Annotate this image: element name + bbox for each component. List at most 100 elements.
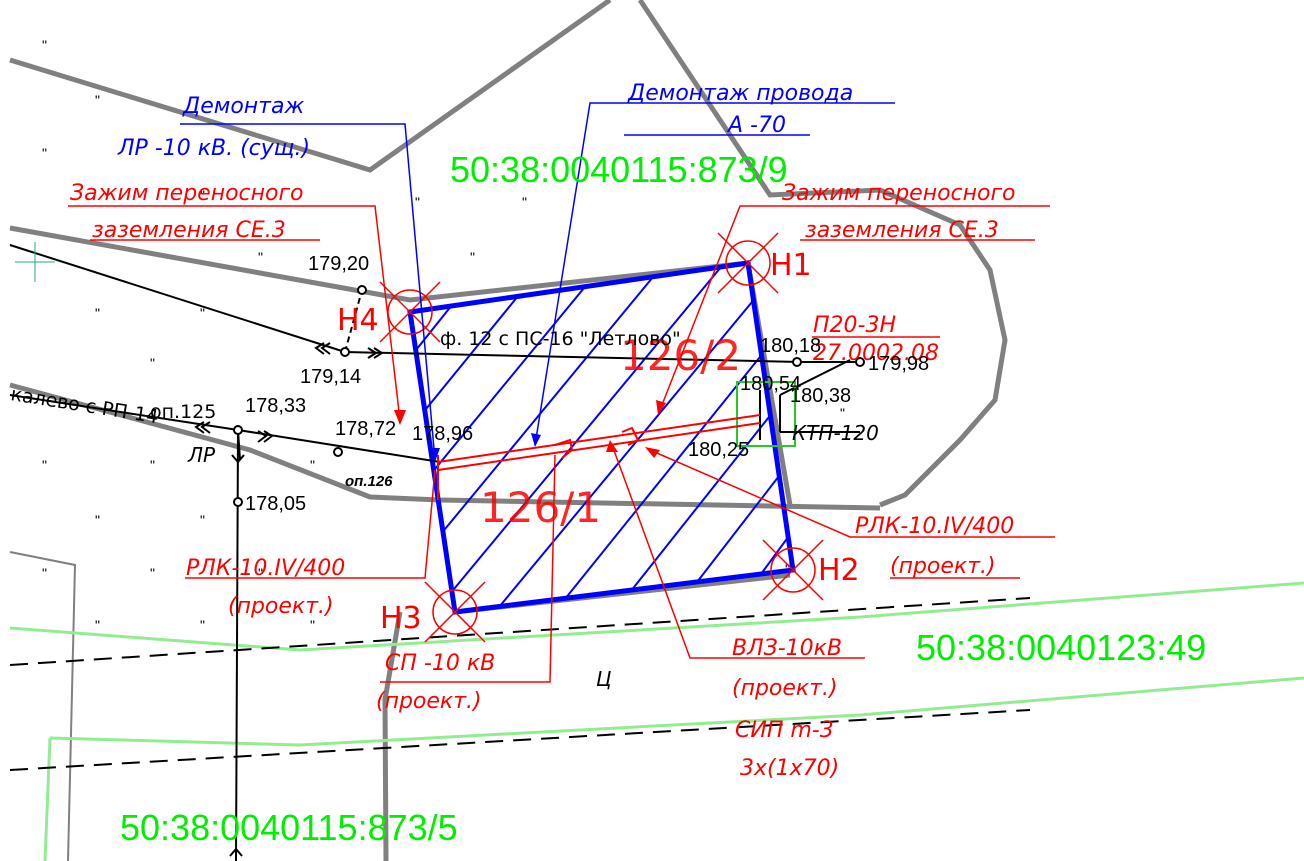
label-lr: ЛР: [187, 443, 216, 467]
label-ktp: КТП-120: [792, 421, 879, 445]
label-line-f12: ф. 12 с ПС-16 "Летлово": [440, 328, 681, 350]
support-179-20: [357, 285, 367, 295]
leader-sp: [380, 454, 556, 683]
cadastral-number-right: 50:38:0040123:49: [916, 627, 1206, 668]
svg-text:": ": [95, 617, 100, 633]
svg-text:": ": [200, 617, 205, 633]
node-n1-marker: [717, 232, 779, 294]
support-points: [233, 285, 865, 507]
svg-text:": ": [522, 194, 527, 210]
annotation-rlk-right-line1: РЛК-10.IV/400: [855, 514, 1014, 539]
support-180-18: [792, 357, 802, 367]
svg-text:": ": [150, 565, 155, 581]
ktp-box: [736, 381, 796, 447]
annotation-clamp-right-line2: заземления СЕ.3: [805, 218, 999, 243]
elevation-179-98: 179,98: [868, 353, 929, 375]
leader-clamp-right: [659, 205, 1050, 411]
red-leaders: [68, 205, 1055, 683]
green-boundary-lower: [49, 676, 1304, 747]
elevation-180-25: 180,25: [688, 439, 749, 461]
svg-text:": ": [150, 355, 155, 371]
elevation-178-96: 178,96: [412, 423, 473, 445]
annotation-dismantle-lr-line1: Демонтаж: [182, 94, 304, 119]
boundary-top-right: [637, 0, 1008, 508]
svg-text:": ": [95, 92, 100, 108]
cadastral-boundaries: [9, 581, 1304, 861]
elevation-178-72: 178,72: [335, 418, 396, 440]
annotation-dismantle-lr-line2: ЛР -10 кВ. (сущ.): [117, 136, 310, 161]
cadastral-number-bottom: 50:38:0040115:873/5: [120, 807, 458, 848]
support-179-98: [855, 357, 865, 367]
svg-text:": ": [470, 249, 475, 265]
boundary-vertical: [382, 611, 403, 861]
elevation-180-54: 180,54: [740, 373, 801, 395]
area-label-upper: 126/2: [620, 331, 741, 380]
node-n3-marker: [424, 581, 486, 643]
dashed-lines: [9, 597, 1031, 771]
node-label-n1: Н1: [770, 248, 812, 283]
node-label-n2: Н2: [818, 553, 860, 588]
svg-text:": ": [840, 405, 845, 421]
annotation-vlz-line2: (проект.): [732, 676, 838, 701]
svg-text:": ": [258, 565, 263, 581]
svg-text:": ": [42, 145, 47, 161]
cadastral-number-top: 50:38:0040115:873/9: [450, 149, 788, 190]
leader-vlz: [611, 444, 865, 659]
annotation-vlz-line1: ВЛЗ-10кВ: [732, 636, 842, 661]
svg-text:": ": [150, 457, 155, 473]
annotation-dismantle-wire-line2: А -70: [726, 113, 786, 138]
svg-text:": ": [42, 565, 47, 581]
svg-text:": ": [310, 457, 315, 473]
node-label-n4: Н4: [337, 303, 379, 338]
support-179-14: [340, 347, 350, 357]
green-boundary-left: [43, 737, 52, 861]
elevation-178-05: 178,05: [245, 493, 306, 515]
annotation-clamp-right-line1: Зажим переносного: [782, 181, 1016, 206]
svg-text:": ": [200, 512, 205, 528]
annotation-dismantle-wire-line1: Демонтаж провода: [627, 81, 853, 106]
svg-text:": ": [150, 249, 155, 265]
annotation-p20-line1: П20-3Н: [813, 313, 896, 338]
crosshair-marker: [15, 242, 55, 282]
boundary-top-left: [9, 0, 612, 173]
green-boundary-upper: [9, 581, 1304, 652]
leader-dismantle-wire: [534, 102, 895, 446]
support-178-72: [333, 447, 343, 457]
label-c-mark: Ц: [596, 667, 612, 691]
projected-line: [437, 414, 761, 500]
node-label-n3: Н3: [380, 601, 422, 636]
svg-text:": ": [95, 305, 100, 321]
node-n2-marker: [762, 539, 824, 601]
boundary-road-upper: [9, 225, 793, 506]
leader-rlk-left: [185, 469, 436, 579]
leader-dismantle-lr: [180, 123, 436, 461]
svg-text:": ": [310, 617, 315, 633]
annotation-rlk-left-line1: РЛК-10.IV/400: [186, 556, 345, 581]
annotation-sp-line2: (проект.): [376, 689, 482, 714]
label-op126: оп.126: [345, 473, 393, 490]
svg-text:": ": [415, 194, 420, 210]
elevation-178-33: 178,33: [245, 395, 306, 417]
svg-text:": ": [42, 37, 47, 53]
annotation-rlk-right-line2: (проект.): [890, 554, 996, 579]
annotation-vlz-line3: СИП m-3: [735, 718, 834, 743]
svg-text:": ": [200, 305, 205, 321]
annotation-rlk-left-line2: (проект.): [228, 594, 334, 619]
elevation-180-38: 180,38: [790, 385, 851, 407]
elevation-179-14: 179,14: [300, 366, 361, 388]
node-n4-marker: [379, 281, 441, 343]
annotation-p20-line2: 27.0002.08: [813, 341, 939, 366]
support-op125: [233, 425, 243, 435]
grass-symbols: " " " " " " " " " " " " " " " " " " " " …: [42, 37, 845, 633]
leader-clamp-left: [68, 205, 401, 421]
svg-text:": ": [95, 512, 100, 528]
leader-rlk-right: [649, 449, 1055, 538]
label-op125: оп.125: [150, 401, 216, 423]
label-line-kalevo: калево с РП-14: [9, 383, 160, 428]
annotation-sp-line1: СП -10 кВ: [385, 651, 495, 676]
svg-text:": ": [42, 457, 47, 473]
elevation-180-18: 180,18: [760, 335, 821, 357]
arrow-marks: [194, 342, 384, 857]
elevation-179-20: 179,20: [308, 253, 369, 275]
